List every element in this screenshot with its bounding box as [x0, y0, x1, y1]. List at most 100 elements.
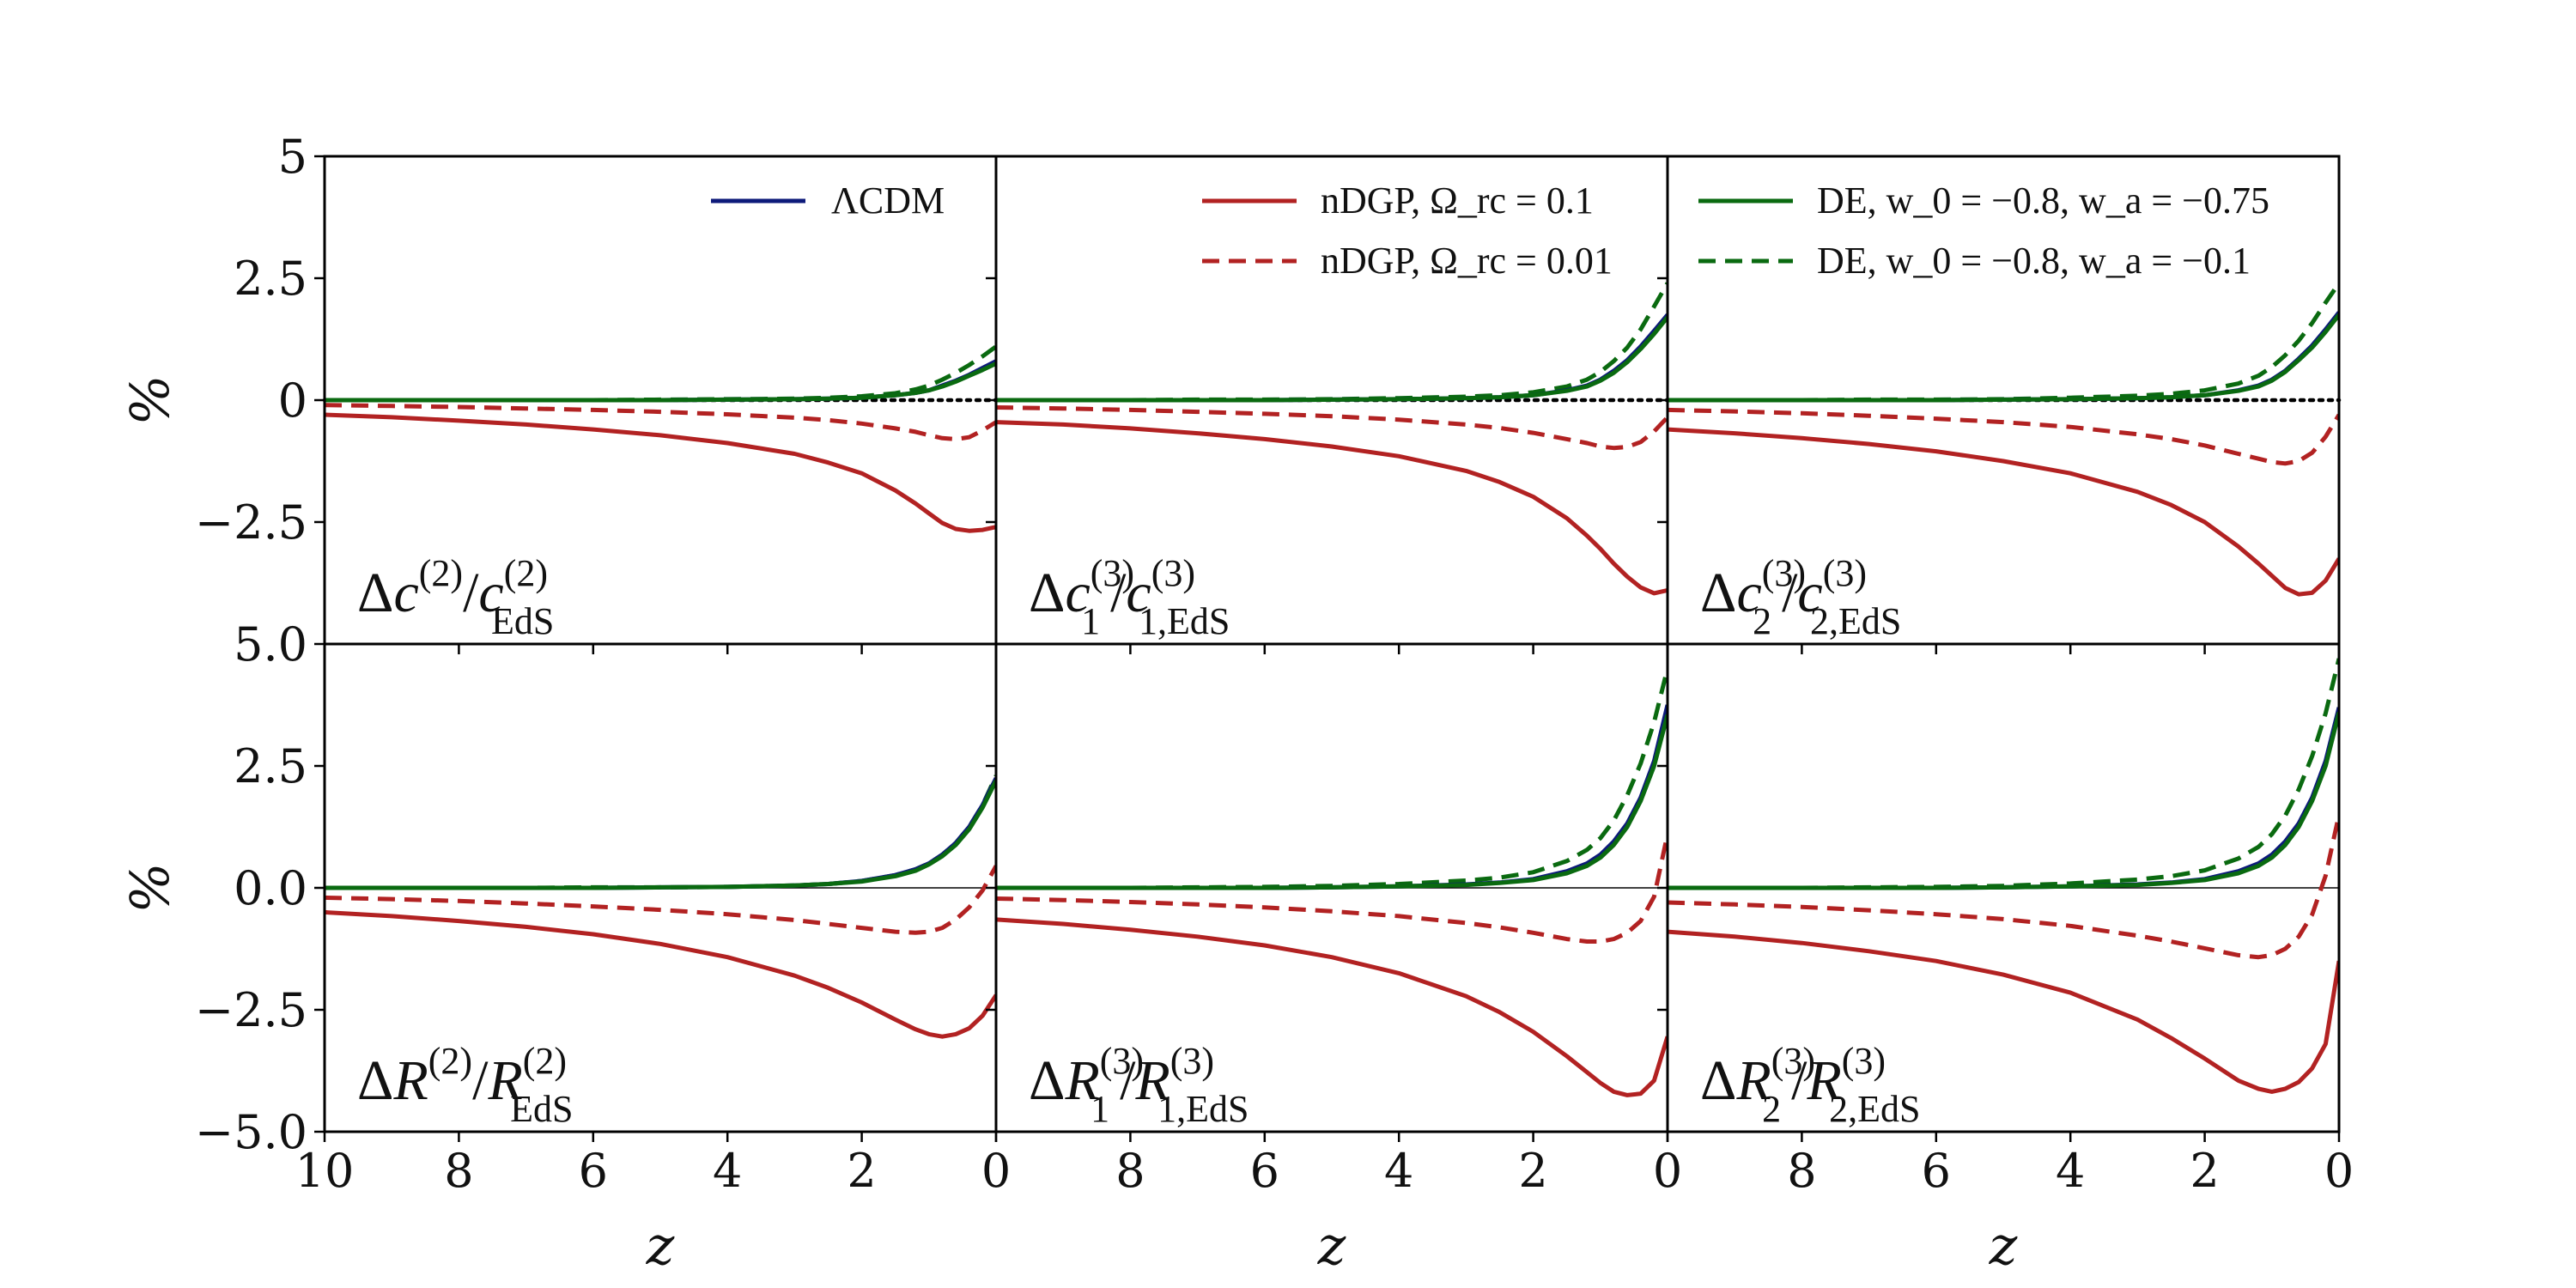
panel-label-part: c — [393, 562, 418, 624]
panel-3: 10 8 6 4 2 0z5.02.50.0−2.5−5.0%ΔR(2)/R(2) EdS — [118, 617, 1011, 1277]
panel-label-part: c — [1797, 562, 1822, 624]
panel-label-part: 2 — [1762, 1088, 1781, 1130]
panel-label-part: (2) — [523, 1040, 567, 1082]
panel-label-part: c — [1126, 562, 1151, 624]
x-tick-label: 4 — [713, 1144, 742, 1198]
panel-label: ΔR(2)/R(2) EdS — [357, 1040, 573, 1130]
x-tick-label: 6 — [579, 1144, 608, 1198]
series-line-de-solid — [325, 779, 996, 890]
series-line-ndgp-dashed — [996, 833, 1668, 944]
x-tick-label: 6 — [1922, 1144, 1951, 1198]
panel-label-part: (2) — [428, 1040, 472, 1082]
panel-label-part: (3) — [1100, 1040, 1144, 1082]
legend-label: DE, w_0 = −0.8, w_a = −0.1 — [1817, 240, 2251, 282]
plot-area: 52.50−2.5%Δc(2)/c(2) EdS Δc(3) 1/c(3) 1,EdS Δ… — [118, 130, 2354, 1277]
panel-label-part: (2) — [504, 552, 548, 594]
x-axis-title: z — [1989, 1214, 2018, 1277]
series-line-lcdm-solid — [1668, 311, 2339, 403]
y-tick-label: −2.5 — [195, 983, 307, 1037]
y-tick-label: −5.0 — [195, 1105, 307, 1159]
series-line-ndgp-solid — [996, 917, 1668, 1097]
panel-label-part: c — [1736, 562, 1761, 624]
x-tick-label: 0 — [2324, 1144, 2354, 1198]
series-line-de-solid — [1668, 313, 2339, 403]
series-line-de-solid — [996, 315, 1668, 403]
series-line-de-dashed — [996, 667, 1668, 890]
panel-label-part: Δ — [1029, 562, 1065, 624]
panel-label-part: EdS — [491, 600, 554, 642]
series-line-ndgp-dashed — [325, 403, 996, 441]
x-tick-label: 2 — [1518, 1144, 1547, 1198]
y-tick-label: 2.5 — [234, 252, 307, 306]
panel-label-part: 1 — [1091, 1088, 1109, 1130]
series-line-lcdm-solid — [325, 777, 996, 890]
panel-label-part: / — [1120, 1049, 1136, 1112]
panel-label-part: 1,EdS — [1139, 600, 1230, 642]
legend-entry: nDGP, Ω_rc = 0.01 — [1202, 240, 1613, 282]
legend-label: DE, w_0 = −0.8, w_a = −0.75 — [1817, 179, 2269, 222]
series-line-de-dashed — [325, 775, 996, 890]
panel-label-part: Δ — [1700, 562, 1736, 624]
panel-label-part: (3) — [1762, 552, 1806, 594]
series-line-ndgp-solid — [1668, 929, 2339, 1094]
panel-1: Δc(3) 1/c(3) 1,EdS — [986, 155, 1670, 654]
panel-label-part: (3) — [1771, 1040, 1815, 1082]
legend-entry: ΛCDM — [711, 179, 945, 222]
series-line-ndgp-solid — [1668, 427, 2339, 597]
series-line-ndgp-solid — [325, 412, 996, 533]
panel-label-part: 2,EdS — [1829, 1088, 1920, 1130]
panel-label-part: (3) — [1151, 552, 1195, 594]
series-line-de-solid — [1668, 711, 2339, 890]
panel-2: Δc(3) 2/c(3) 2,EdS — [1657, 155, 2342, 654]
x-tick-label: 2 — [847, 1144, 876, 1198]
panel-label-part: 1,EdS — [1157, 1088, 1249, 1130]
panel-label-part: Δ — [1029, 1049, 1065, 1112]
x-tick-label: 0 — [1653, 1144, 1682, 1198]
panel-label-part: / — [472, 1049, 489, 1112]
series-group — [1668, 658, 2339, 1094]
y-tick-label: 5 — [278, 130, 307, 184]
panel-label-part: (3) — [1823, 552, 1867, 594]
series-group — [325, 775, 996, 1039]
legend-entry: DE, w_0 = −0.8, w_a = −0.1 — [1698, 240, 2251, 282]
panel-label-part: R — [1735, 1049, 1771, 1112]
panel-label-part: 1 — [1081, 600, 1100, 642]
panel-label: Δc(3) 1/c(3) 1,EdS — [1029, 552, 1230, 642]
panel-label-part: / — [1782, 562, 1798, 624]
series-line-ndgp-dashed — [325, 865, 996, 935]
x-tick-label: 8 — [1787, 1144, 1816, 1198]
panel-label-part: (3) — [1170, 1040, 1214, 1082]
series-group — [996, 667, 1668, 1097]
panel-label-part: R — [1806, 1049, 1841, 1112]
panel-label-part: / — [463, 562, 479, 624]
x-tick-label: 4 — [1384, 1144, 1413, 1198]
legend-entry: nDGP, Ω_rc = 0.1 — [1202, 179, 1594, 222]
panel-0: 52.50−2.5%Δc(2)/c(2) EdS — [118, 130, 999, 654]
series-line-de-solid — [996, 714, 1668, 890]
x-axis-title: z — [646, 1214, 675, 1277]
y-tick-label: 0.0 — [234, 861, 307, 915]
panel-label-part: R — [1064, 1049, 1099, 1112]
x-axis-title: z — [1317, 1214, 1346, 1277]
panel-label-part: EdS — [510, 1088, 573, 1130]
panel-label-part: 2,EdS — [1810, 600, 1901, 642]
panel-label: Δc(3) 2/c(3) 2,EdS — [1700, 552, 1901, 642]
series-line-de-dashed — [1668, 658, 2339, 890]
x-tick-label: 8 — [1115, 1144, 1145, 1198]
panel-label: ΔR(3) 2/R(3) 2,EdS — [1700, 1040, 1920, 1130]
y-axis-title: % — [118, 863, 181, 914]
legend-label: nDGP, Ω_rc = 0.01 — [1321, 240, 1613, 282]
panel-label-part: (3) — [1091, 552, 1134, 594]
panel-label-part: Δ — [357, 1049, 393, 1112]
panel-label-part: Δ — [357, 562, 393, 624]
x-tick-label: 6 — [1250, 1144, 1279, 1198]
series-line-de-solid — [325, 361, 996, 403]
series-line-de-dashed — [996, 282, 1668, 403]
panel-label-part: c — [1065, 562, 1090, 624]
panel-label-part: / — [1791, 1049, 1807, 1112]
panel-label: ΔR(3) 1/R(3) 1,EdS — [1029, 1040, 1249, 1130]
x-tick-label: 4 — [2056, 1144, 2085, 1198]
